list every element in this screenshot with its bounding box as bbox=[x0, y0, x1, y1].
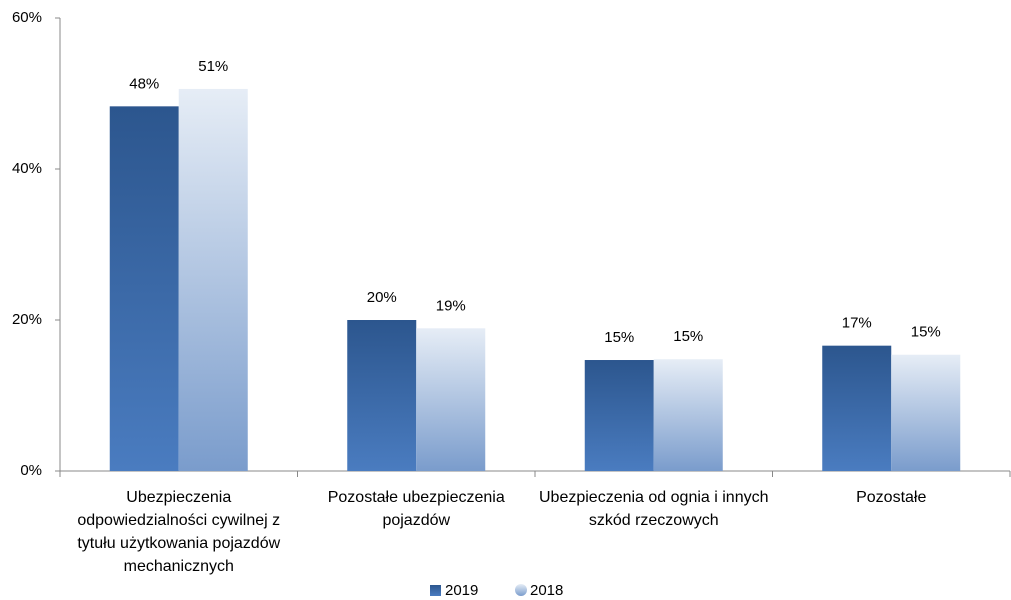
bar bbox=[653, 359, 723, 471]
legend-label: 2018 bbox=[530, 582, 563, 599]
bar bbox=[109, 106, 179, 472]
bar bbox=[822, 345, 892, 471]
data-label: 15% bbox=[673, 328, 703, 345]
x-tick-label: Pozostałe ubezpieczenia pojazdów bbox=[327, 489, 505, 529]
y-tick-label: 60% bbox=[12, 9, 42, 26]
legend-swatch bbox=[430, 585, 441, 596]
bar bbox=[416, 328, 486, 471]
legend-label: 2019 bbox=[445, 582, 478, 599]
legend-swatch bbox=[515, 584, 527, 596]
data-label: 19% bbox=[436, 297, 466, 314]
y-tick-label: 20% bbox=[12, 311, 42, 328]
data-label: 48% bbox=[129, 75, 159, 92]
data-label: 17% bbox=[842, 315, 872, 332]
x-tick-label: Ubezpieczenia od ognia i innych szkód rz… bbox=[539, 489, 769, 529]
data-label: 51% bbox=[198, 58, 228, 75]
data-label: 20% bbox=[367, 289, 397, 306]
data-label: 15% bbox=[911, 324, 941, 341]
bar bbox=[584, 360, 654, 471]
data-label: 15% bbox=[604, 329, 634, 346]
bar bbox=[178, 88, 248, 471]
bar bbox=[347, 320, 417, 471]
x-tick-label: Pozostałe bbox=[856, 489, 927, 506]
bar bbox=[891, 354, 961, 471]
x-tick-label: Ubezpieczenia odpowiedzialności cywilnej… bbox=[77, 489, 281, 575]
y-tick-label: 40% bbox=[12, 160, 42, 177]
y-tick-label: 0% bbox=[20, 462, 42, 479]
